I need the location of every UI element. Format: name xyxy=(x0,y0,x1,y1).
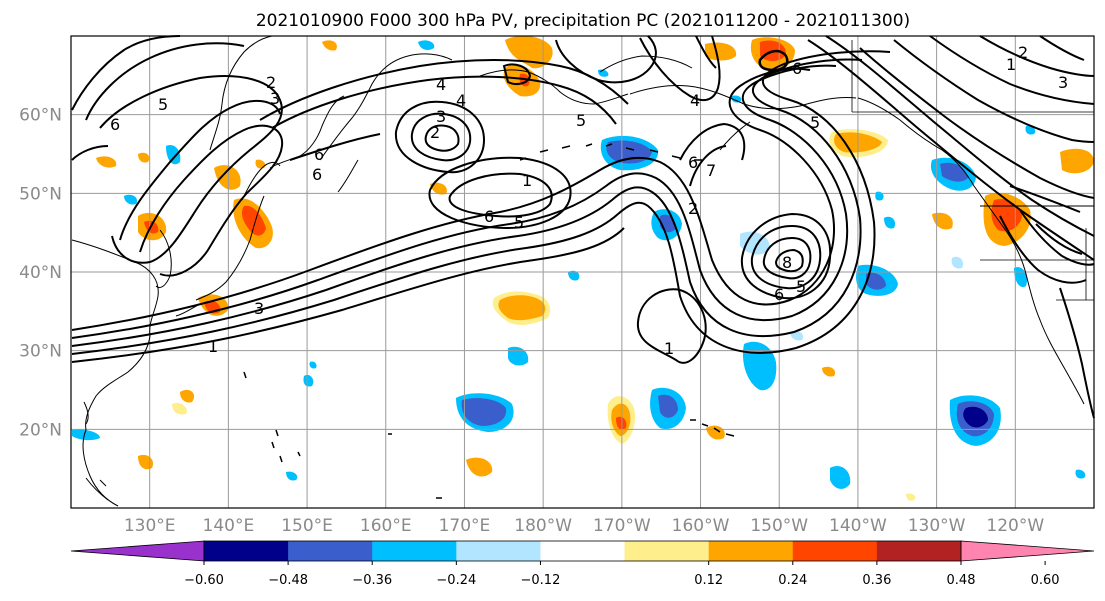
longitude-tick-label: 170°W xyxy=(593,516,651,536)
colorbar-tick-label: 0.36 xyxy=(862,573,891,588)
precip-negative-anomalies xyxy=(72,40,1086,489)
latitude-tick-label: 40°N xyxy=(19,263,62,283)
contour-label: 3 xyxy=(254,299,264,318)
colorbar-tick-label: −0.24 xyxy=(436,573,476,588)
colorbar-extend-high xyxy=(960,540,1095,562)
colorbar-frame xyxy=(203,540,962,562)
contour-label: 2 xyxy=(266,73,276,92)
contour-label: 5 xyxy=(810,113,820,132)
colorbar-segment xyxy=(792,541,878,561)
contour-label: 6 xyxy=(484,207,494,226)
colorbar-segment xyxy=(708,541,794,561)
colorbar: −0.60 −0.48 −0.36 −0.24 −0.12 0.12 0.24 0.36 0.4… xyxy=(70,540,1095,588)
contour-label: 1 xyxy=(1006,55,1016,74)
contour-label: 6 xyxy=(110,115,120,134)
contour-label: 6 xyxy=(312,165,322,184)
colorbar-segment xyxy=(624,541,710,561)
colorbar-tick-label: −0.48 xyxy=(268,573,308,588)
colorbar-segment xyxy=(456,541,541,561)
colorbar-segment xyxy=(876,541,962,561)
latitude-tick-label: 60°N xyxy=(19,106,62,126)
contour-label: 1 xyxy=(208,337,218,356)
colorbar-segment xyxy=(372,541,457,561)
contour-label: 2 xyxy=(688,199,698,218)
longitude-tick-label: 140°W xyxy=(829,516,887,536)
map-gridlines xyxy=(71,36,1094,508)
latitude-tick-labels: 60°N 50°N 40°N 30°N 20°N xyxy=(19,106,62,441)
contour-label: 5 xyxy=(158,95,168,114)
contour-label: 8 xyxy=(782,253,792,272)
longitude-tick-label: 150°W xyxy=(750,516,808,536)
colorbar-extend-low xyxy=(70,540,205,562)
contour-label: 2 xyxy=(430,123,440,142)
longitude-tick-label: 130°E xyxy=(124,516,176,536)
contour-label: 3 xyxy=(1058,73,1068,92)
colorbar-tick-label: 0.48 xyxy=(947,573,976,588)
contour-label: 2 xyxy=(1018,43,1028,62)
longitude-tick-label: 160°W xyxy=(672,516,730,536)
colorbar-tick-label: −0.12 xyxy=(521,573,561,588)
longitude-tick-label: 180°W xyxy=(514,516,572,536)
colorbar-tick-label: 0.24 xyxy=(778,573,807,588)
contour-label: 5 xyxy=(576,111,586,130)
latitude-tick-label: 30°N xyxy=(19,342,62,362)
contour-label: 4 xyxy=(436,75,446,94)
longitude-tick-label: 130°W xyxy=(908,516,966,536)
longitude-tick-label: 150°E xyxy=(281,516,333,536)
longitude-tick-label: 140°E xyxy=(203,516,255,536)
contour-label: 3 xyxy=(436,107,446,126)
contour-label: 1 xyxy=(522,171,532,190)
figure-title: 2021010900 F000 300 hPa PV, precipitatio… xyxy=(256,11,910,31)
contour-label: 7 xyxy=(706,161,716,180)
contour-label: 4 xyxy=(690,91,700,110)
contour-label: 5 xyxy=(514,213,524,232)
longitude-tick-label: 120°W xyxy=(986,516,1044,536)
latitude-tick-label: 20°N xyxy=(19,420,62,440)
contour-label: 3 xyxy=(270,89,280,108)
map-panel: 6 2 3 5 4 4 3 2 6 6 1 6 5 1 3 5 4 6 7 1 … xyxy=(70,35,1095,509)
contour-label: 6 xyxy=(688,153,698,172)
longitude-tick-label: 170°E xyxy=(439,516,491,536)
pv-contours xyxy=(71,35,1095,419)
colorbar-tick-label: 0.12 xyxy=(694,573,723,588)
contour-label: 4 xyxy=(456,91,466,110)
contour-label: 6 xyxy=(774,285,784,304)
colorbar-tick-label: −0.60 xyxy=(184,573,224,588)
contour-label: 5 xyxy=(796,277,806,296)
map-frame xyxy=(70,35,1095,509)
colorbar-segment xyxy=(288,541,373,561)
colorbar-segment xyxy=(204,541,289,561)
colorbar-tick-label: 0.60 xyxy=(1031,573,1060,588)
colorbar-tick-label: −0.36 xyxy=(352,573,392,588)
longitude-tick-label: 160°E xyxy=(360,516,412,536)
pv-contour-label-group: 6 2 3 5 4 4 3 2 6 6 1 6 5 1 3 5 4 6 7 1 … xyxy=(110,43,1068,358)
colorbar-segment xyxy=(540,541,626,561)
longitude-tick-labels: 130°E 140°E 150°E 160°E 170°E 180°W 170°W 160°W… xyxy=(124,516,1045,536)
contour-label: 6 xyxy=(792,59,802,78)
contour-label: 1 xyxy=(664,339,674,358)
latitude-tick-label: 50°N xyxy=(19,184,62,204)
contour-label: 6 xyxy=(314,145,324,164)
